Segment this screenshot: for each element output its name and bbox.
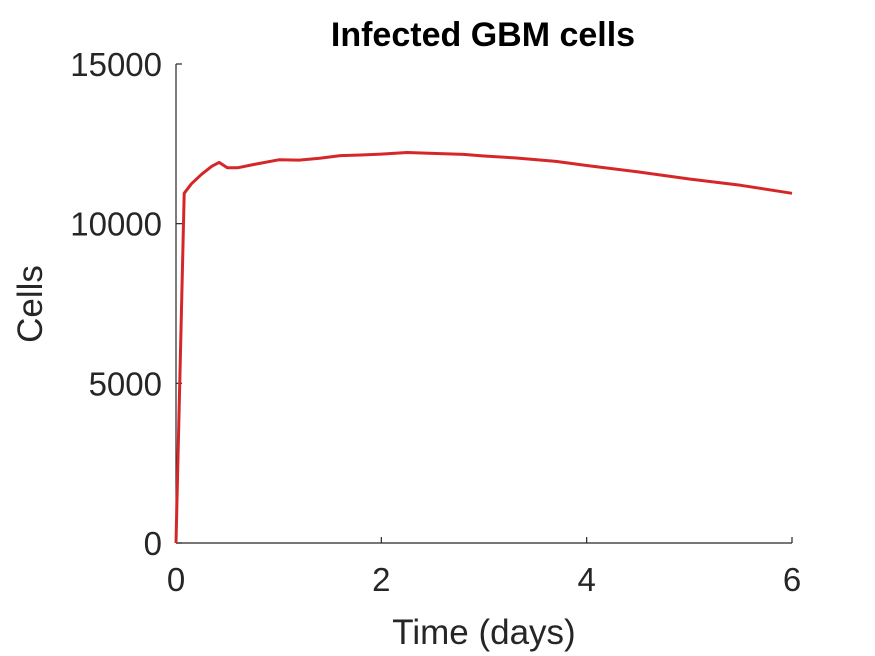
x-axis-label: Time (days) — [392, 613, 575, 652]
x-tick-label: 0 — [167, 561, 185, 598]
x-tick-label: 6 — [783, 561, 801, 598]
y-tick-label: 15000 — [70, 46, 162, 83]
x-ticks: 0 2 4 6 — [167, 537, 801, 598]
y-ticks: 0 5000 10000 15000 — [70, 46, 182, 562]
y-tick-label: 5000 — [89, 365, 162, 402]
x-tick-label: 2 — [372, 561, 390, 598]
y-tick-label: 0 — [144, 525, 162, 562]
series-line-0 — [174, 151, 793, 544]
series-group — [174, 151, 793, 544]
chart-title: Infected GBM cells — [331, 16, 635, 54]
y-axis-label: Cells — [11, 265, 50, 343]
axes — [175, 64, 792, 544]
y-tick-label: 10000 — [70, 206, 162, 243]
x-tick-label: 4 — [577, 561, 595, 598]
